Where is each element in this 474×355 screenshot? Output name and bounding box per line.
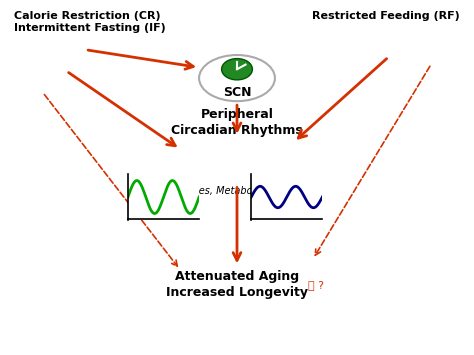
Text: ❓ ?: ❓ ? [308, 280, 324, 290]
Text: Peripheral
Circadian Rhythms: Peripheral Circadian Rhythms [171, 108, 303, 137]
Ellipse shape [199, 55, 275, 101]
Text: SCN: SCN [223, 86, 251, 99]
Text: Restricted Feeding (RF): Restricted Feeding (RF) [312, 11, 460, 21]
Text: Calorie Restriction (CR)
Intermittent Fasting (IF): Calorie Restriction (CR) Intermittent Fa… [14, 11, 166, 33]
Text: (Hormones, Metabolic pathways): (Hormones, Metabolic pathways) [156, 186, 318, 196]
Text: Attenuated Aging
Increased Longevity: Attenuated Aging Increased Longevity [166, 270, 308, 299]
Ellipse shape [221, 59, 252, 80]
